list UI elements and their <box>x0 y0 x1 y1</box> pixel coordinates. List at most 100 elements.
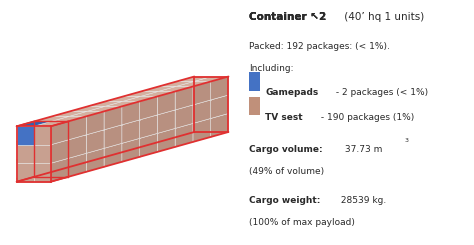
Polygon shape <box>34 155 51 158</box>
Polygon shape <box>175 105 193 128</box>
Polygon shape <box>34 140 51 158</box>
Polygon shape <box>123 144 158 148</box>
Polygon shape <box>51 121 68 140</box>
Polygon shape <box>87 111 104 130</box>
Polygon shape <box>105 135 140 140</box>
Text: - 2 packages (< 1%): - 2 packages (< 1%) <box>333 88 428 97</box>
Polygon shape <box>194 115 211 119</box>
Polygon shape <box>123 111 140 115</box>
Polygon shape <box>34 173 51 177</box>
Polygon shape <box>52 111 87 116</box>
Polygon shape <box>69 132 86 135</box>
Polygon shape <box>140 144 175 148</box>
Polygon shape <box>123 125 158 130</box>
Polygon shape <box>176 134 194 137</box>
Polygon shape <box>140 115 157 138</box>
Polygon shape <box>87 148 104 167</box>
Polygon shape <box>123 97 140 115</box>
Polygon shape <box>51 136 68 140</box>
Polygon shape <box>159 134 194 139</box>
Polygon shape <box>52 150 69 153</box>
Polygon shape <box>87 122 122 126</box>
Polygon shape <box>51 132 86 136</box>
Polygon shape <box>122 111 157 117</box>
Polygon shape <box>68 116 86 140</box>
Polygon shape <box>52 132 69 135</box>
Polygon shape <box>34 116 69 121</box>
Polygon shape <box>69 111 104 116</box>
Polygon shape <box>140 107 175 111</box>
Polygon shape <box>176 100 194 119</box>
Polygon shape <box>159 97 194 102</box>
Polygon shape <box>122 154 140 157</box>
Polygon shape <box>140 130 157 133</box>
Text: Container ↖2: Container ↖2 <box>249 12 326 22</box>
Polygon shape <box>34 121 51 140</box>
Text: Container ↖2: Container ↖2 <box>249 12 326 22</box>
Polygon shape <box>69 163 104 169</box>
Text: - 190 packages (1%): - 190 packages (1%) <box>318 113 414 122</box>
Polygon shape <box>159 86 176 105</box>
Polygon shape <box>34 178 51 182</box>
Polygon shape <box>52 135 69 153</box>
Polygon shape <box>211 76 228 100</box>
Polygon shape <box>69 169 86 172</box>
Polygon shape <box>106 138 122 157</box>
Polygon shape <box>105 140 122 143</box>
Polygon shape <box>106 97 140 101</box>
Polygon shape <box>123 130 140 133</box>
Polygon shape <box>176 134 211 139</box>
Polygon shape <box>157 110 175 133</box>
Bar <box>249 97 259 115</box>
Polygon shape <box>105 154 140 159</box>
Polygon shape <box>140 115 157 133</box>
Polygon shape <box>194 129 228 134</box>
Polygon shape <box>51 150 86 155</box>
Polygon shape <box>140 111 157 115</box>
Polygon shape <box>122 148 157 154</box>
Polygon shape <box>34 169 69 173</box>
Polygon shape <box>194 119 211 137</box>
Polygon shape <box>158 91 175 110</box>
Polygon shape <box>176 119 194 137</box>
Polygon shape <box>193 82 211 105</box>
Polygon shape <box>51 158 68 177</box>
Polygon shape <box>122 138 140 157</box>
Polygon shape <box>141 120 176 125</box>
Polygon shape <box>106 117 122 120</box>
Polygon shape <box>86 111 104 135</box>
Polygon shape <box>105 122 122 125</box>
Polygon shape <box>106 130 140 135</box>
Polygon shape <box>52 153 69 172</box>
Polygon shape <box>105 101 140 106</box>
Polygon shape <box>157 128 175 152</box>
Polygon shape <box>70 145 87 148</box>
Polygon shape <box>175 86 193 110</box>
Polygon shape <box>88 117 122 122</box>
Polygon shape <box>34 150 69 155</box>
Polygon shape <box>17 136 51 141</box>
Polygon shape <box>87 130 104 148</box>
Polygon shape <box>70 106 105 111</box>
Polygon shape <box>175 123 193 147</box>
Polygon shape <box>17 141 34 145</box>
Polygon shape <box>34 136 51 140</box>
Polygon shape <box>88 159 105 162</box>
Polygon shape <box>122 135 140 138</box>
Polygon shape <box>193 100 211 123</box>
Polygon shape <box>140 125 175 130</box>
Polygon shape <box>17 160 34 163</box>
Polygon shape <box>140 97 157 120</box>
Polygon shape <box>122 130 157 135</box>
Polygon shape <box>140 148 157 152</box>
Polygon shape <box>176 82 211 86</box>
Polygon shape <box>88 122 105 125</box>
Polygon shape <box>122 117 140 120</box>
Polygon shape <box>70 126 87 130</box>
Polygon shape <box>17 155 51 160</box>
Polygon shape <box>17 173 51 178</box>
Text: 3: 3 <box>404 138 408 143</box>
Polygon shape <box>51 173 68 177</box>
Polygon shape <box>69 145 104 150</box>
Polygon shape <box>158 139 193 144</box>
